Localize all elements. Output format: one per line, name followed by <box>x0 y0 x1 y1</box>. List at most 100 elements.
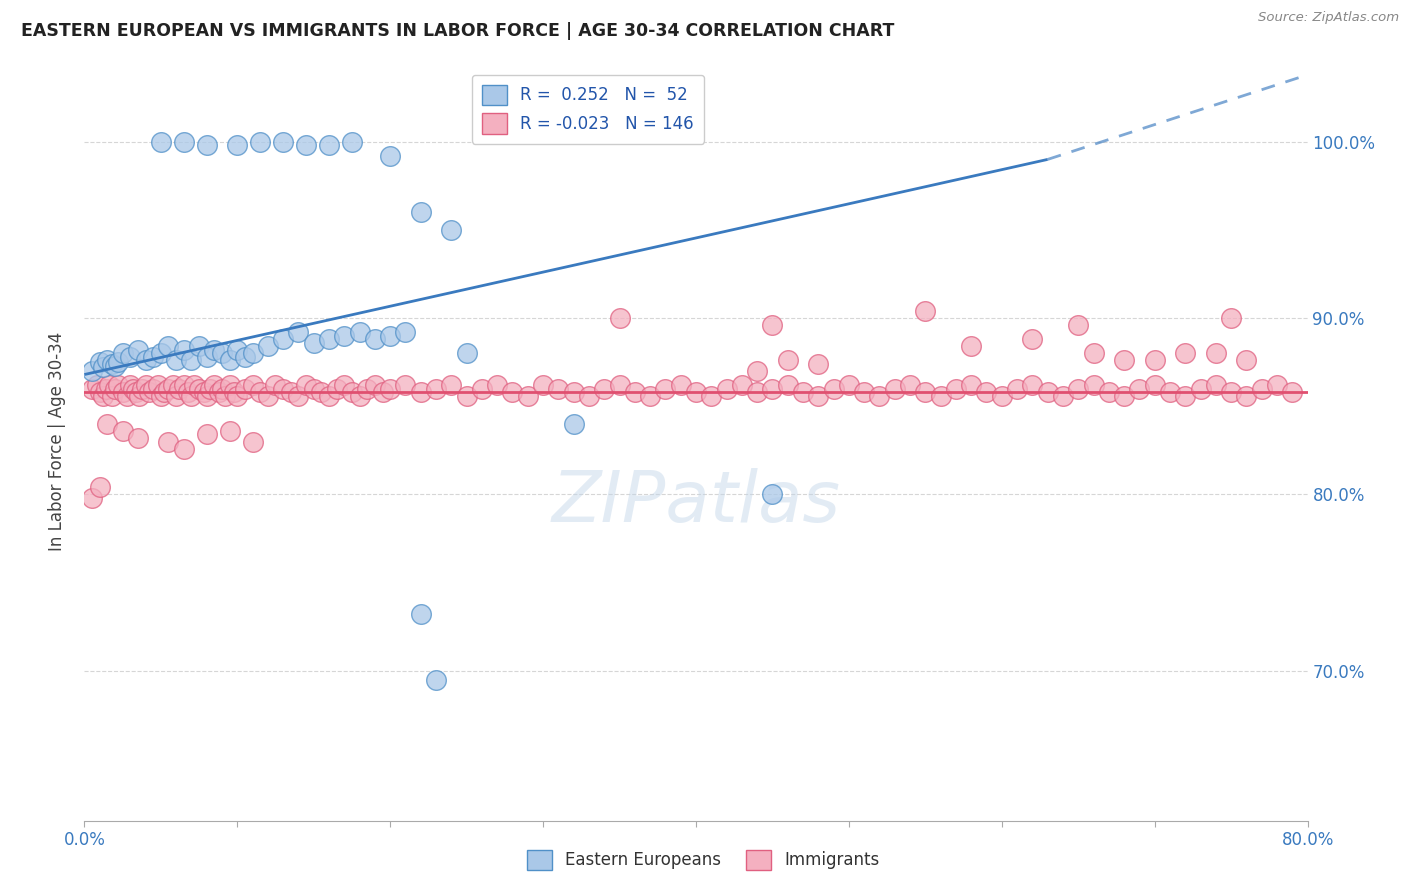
Point <box>333 378 356 392</box>
Point <box>173 442 195 456</box>
Point <box>409 205 432 219</box>
Point <box>823 382 845 396</box>
Text: Source: ZipAtlas.com: Source: ZipAtlas.com <box>1258 11 1399 24</box>
Point <box>96 417 118 431</box>
Point <box>1143 353 1166 368</box>
Point <box>380 328 402 343</box>
Point <box>562 385 585 400</box>
Point <box>195 350 218 364</box>
Point <box>516 389 538 403</box>
Point <box>914 385 936 400</box>
Point <box>1036 385 1059 400</box>
Point <box>302 335 325 350</box>
Point <box>1205 346 1227 360</box>
Point <box>776 353 799 368</box>
Point <box>157 382 180 396</box>
Point <box>776 378 799 392</box>
Point <box>1281 385 1303 400</box>
Point <box>340 135 363 149</box>
Point <box>425 382 447 396</box>
Point <box>107 355 129 369</box>
Point <box>440 223 463 237</box>
Point <box>929 389 952 403</box>
Point <box>807 357 830 371</box>
Point <box>135 353 157 368</box>
Point <box>127 431 149 445</box>
Point <box>96 353 118 368</box>
Point <box>356 382 378 396</box>
Point <box>149 389 172 403</box>
Point <box>214 389 236 403</box>
Point <box>94 382 117 396</box>
Point <box>394 378 416 392</box>
Point <box>128 389 150 403</box>
Point <box>1021 332 1043 346</box>
Point <box>131 382 153 396</box>
Point <box>111 346 134 360</box>
Point <box>202 343 225 357</box>
Point <box>318 138 340 153</box>
Point <box>89 480 111 494</box>
Point <box>371 385 394 400</box>
Point <box>202 378 225 392</box>
Point <box>218 353 240 368</box>
Point <box>1114 389 1136 403</box>
Point <box>456 346 478 360</box>
Point <box>1159 385 1181 400</box>
Point <box>409 385 432 400</box>
Point <box>960 339 983 353</box>
Point <box>97 378 120 392</box>
Point <box>111 424 134 438</box>
Point <box>120 378 142 392</box>
Point <box>111 385 134 400</box>
Point <box>287 389 309 403</box>
Point <box>1098 385 1121 400</box>
Point <box>120 350 142 364</box>
Point <box>1236 353 1258 368</box>
Point <box>271 382 294 396</box>
Point <box>914 304 936 318</box>
Point <box>208 385 231 400</box>
Point <box>380 149 402 163</box>
Point <box>249 385 271 400</box>
Legend: Eastern Europeans, Immigrants: Eastern Europeans, Immigrants <box>520 843 886 877</box>
Point <box>271 332 294 346</box>
Point <box>86 378 108 392</box>
Point <box>869 389 891 403</box>
Point <box>153 385 176 400</box>
Text: EASTERN EUROPEAN VS IMMIGRANTS IN LABOR FORCE | AGE 30-34 CORRELATION CHART: EASTERN EUROPEAN VS IMMIGRANTS IN LABOR … <box>21 22 894 40</box>
Point <box>157 339 180 353</box>
Point <box>1128 382 1150 396</box>
Point <box>173 378 195 392</box>
Point <box>349 325 371 339</box>
Point <box>593 382 616 396</box>
Point <box>80 382 103 396</box>
Point <box>1189 382 1212 396</box>
Point <box>218 378 240 392</box>
Point <box>1205 378 1227 392</box>
Point <box>1083 346 1105 360</box>
Point <box>89 385 111 400</box>
Point <box>761 318 783 333</box>
Point <box>716 382 738 396</box>
Point <box>364 332 387 346</box>
Point <box>761 382 783 396</box>
Point <box>107 378 129 392</box>
Point <box>91 389 114 403</box>
Point <box>226 138 249 153</box>
Legend: R =  0.252   N =  52, R = -0.023   N = 146: R = 0.252 N = 52, R = -0.023 N = 146 <box>472 75 704 144</box>
Point <box>211 346 233 360</box>
Point <box>409 607 432 622</box>
Point <box>440 378 463 392</box>
Point <box>138 385 160 400</box>
Point <box>80 364 103 378</box>
Point <box>242 434 264 449</box>
Point <box>364 378 387 392</box>
Point <box>211 382 233 396</box>
Point <box>80 491 103 505</box>
Point <box>1143 378 1166 392</box>
Point <box>340 385 363 400</box>
Point <box>333 328 356 343</box>
Point <box>89 355 111 369</box>
Point <box>318 332 340 346</box>
